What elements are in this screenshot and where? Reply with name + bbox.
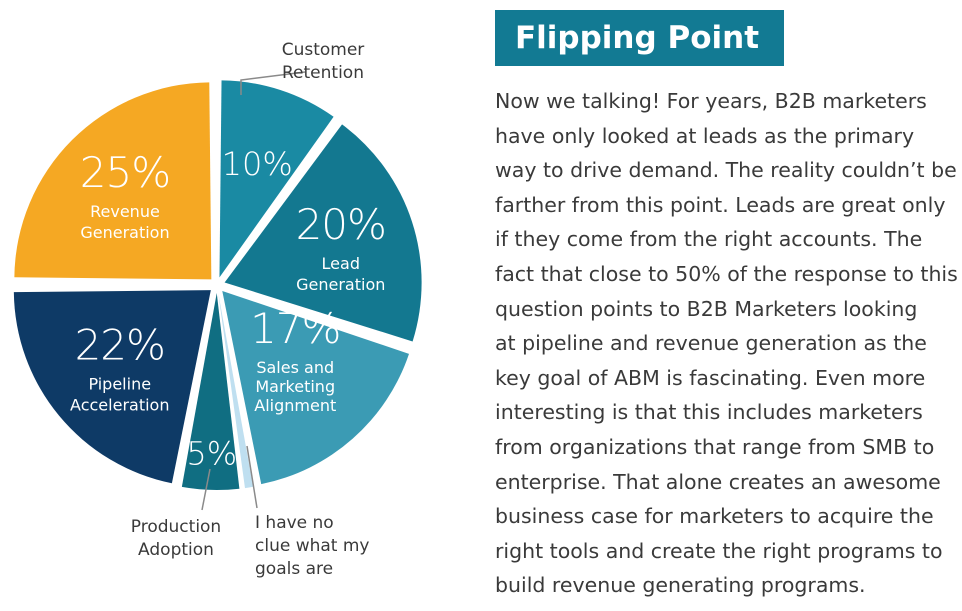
pie-slice [14, 82, 212, 280]
slice-category-label: Generation [80, 223, 169, 242]
slice-percent-label: 20% [296, 200, 386, 249]
slice-category-label: goals are [255, 559, 333, 579]
section-title: Flipping Point [495, 10, 784, 66]
body-line: from organizations that range from SMB t… [495, 434, 935, 459]
slice-category-label: clue what my [255, 536, 370, 556]
body-line: right tools and create the right program… [495, 538, 943, 563]
slice-category-label: Adoption [138, 540, 214, 560]
slice-category-label: Production [131, 517, 221, 537]
pie-chart: 10% Customer Retention 20% Lead Generation 17%… [13, 40, 422, 579]
pie-slice [13, 290, 211, 484]
pie-slices [13, 80, 422, 490]
slice-category-label: Revenue [90, 202, 160, 221]
body-line: farther from this point. Leads are great… [495, 192, 946, 217]
article-body: Now we talking! For years, B2B marketers… [495, 84, 958, 603]
pie-slice [181, 292, 240, 490]
leader-line [201, 468, 211, 511]
body-line: if they come from the right accounts. Th… [495, 227, 923, 252]
leader-line [240, 71, 306, 95]
slice-percent-label: 17% [250, 304, 340, 353]
slice-category-label: Pipeline [88, 374, 151, 393]
leader-line [246, 445, 258, 509]
body-line: key goal of ABM is fascinating. Even mor… [495, 365, 926, 390]
pie-slice [222, 291, 410, 485]
body-line: have only looked at leads as the primary [495, 123, 915, 148]
slice-category-label: Acceleration [70, 395, 169, 414]
pie-slice [218, 292, 254, 489]
slice-category-label: Sales and [256, 358, 334, 377]
slice-percent-label: 5% [186, 435, 237, 473]
body-line: enterprise. That alone creates an awesom… [495, 469, 941, 494]
slice-category-label: Retention [282, 63, 364, 83]
body-line: fact that close to 50% of the response t… [495, 261, 958, 286]
body-line: interesting is that this includes market… [495, 400, 923, 425]
slice-category-label: I have no [255, 513, 334, 533]
slice-category-label: Lead [322, 254, 360, 273]
slice-category-label: Alignment [254, 396, 336, 415]
pie-slice [219, 80, 334, 278]
pie-slice [224, 124, 422, 342]
leader-lines [201, 71, 306, 511]
slice-percent-label: 10% [222, 145, 293, 183]
slice-percent-label: 25% [80, 148, 170, 197]
pie-labels: 10% Customer Retention 20% Lead Generation 17%… [70, 40, 387, 579]
body-line: business case for marketers to acquire t… [495, 504, 934, 529]
slice-category-label: Generation [296, 275, 385, 294]
body-line: question points to B2B Marketers looking [495, 296, 918, 321]
slice-percent-label: 22% [75, 320, 165, 369]
body-line: build revenue generating programs. [495, 573, 866, 598]
body-line: way to drive demand. The reality couldn’… [495, 158, 957, 183]
body-line: at pipeline and revenue generation as th… [495, 331, 927, 356]
slice-category-label: Customer [282, 40, 365, 60]
slice-category-label: Marketing [255, 377, 335, 396]
body-line: Now we talking! For years, B2B marketers [495, 89, 927, 113]
